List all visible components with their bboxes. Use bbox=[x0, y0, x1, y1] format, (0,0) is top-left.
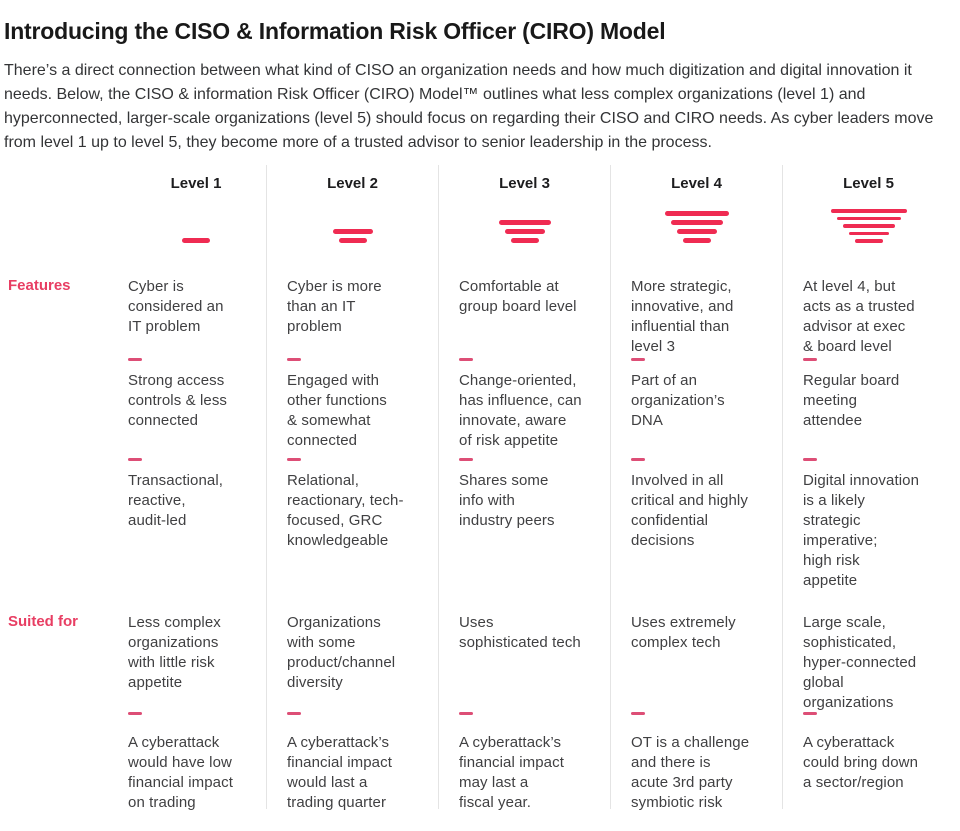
dash-separator bbox=[783, 357, 954, 371]
dash-icon bbox=[803, 712, 817, 715]
feature-item: Strong access controls & less connected bbox=[128, 372, 228, 429]
feature-item: Change-oriented, has influence, can inno… bbox=[459, 372, 582, 449]
dash-separator bbox=[439, 357, 610, 371]
dash-separator bbox=[611, 711, 782, 725]
dash-icon bbox=[459, 358, 473, 361]
feature-item: Cyber is considered an IT problem bbox=[128, 278, 224, 335]
suited-for-item: A cyberattack could bring down a sector/… bbox=[803, 734, 919, 791]
funnel-bar bbox=[182, 238, 210, 243]
dash-separator bbox=[126, 457, 266, 471]
feature-item: Comfortable at group board level bbox=[459, 278, 577, 315]
suited-for-item: Organizations with some product/channel … bbox=[287, 614, 396, 691]
dash-icon bbox=[287, 458, 301, 461]
feature-item: Cyber is more than an IT problem bbox=[287, 278, 382, 335]
funnel-icon bbox=[267, 209, 438, 265]
dash-separator bbox=[611, 457, 782, 471]
feature-item: Shares some info with industry peers bbox=[459, 472, 555, 529]
level-column-1: Level 1 Cyber is considered an IT problem… bbox=[126, 165, 266, 811]
dash-icon bbox=[459, 458, 473, 461]
suited-for-item: A cyberattack’s financial impact may las… bbox=[459, 734, 564, 811]
funnel-bar bbox=[854, 239, 883, 243]
feature-item: More strategic, innovative, and influent… bbox=[631, 278, 734, 355]
dash-icon bbox=[128, 458, 142, 461]
suited-for-item: Large scale, sophisticated, hyper-connec… bbox=[803, 614, 917, 711]
feature-item: Part of an organization’s DNA bbox=[631, 372, 725, 429]
feature-item: Relational, reactionary, tech- focused, … bbox=[287, 472, 404, 549]
dash-separator bbox=[267, 711, 438, 725]
funnel-icon bbox=[126, 209, 266, 265]
dash-separator bbox=[439, 457, 610, 471]
feature-item: Involved in all critical and highly conf… bbox=[631, 472, 748, 549]
level-header: Level 5 bbox=[843, 175, 894, 192]
dash-icon bbox=[631, 712, 645, 715]
suited-for-item: Less complex organizations with little r… bbox=[128, 614, 221, 691]
dash-icon bbox=[631, 458, 645, 461]
funnel-bar bbox=[682, 238, 711, 243]
dash-icon bbox=[803, 458, 817, 461]
suited-for-item: Uses sophisticated tech bbox=[459, 614, 581, 651]
level-column-5: Level 5 At level 4, but acts as a trusted… bbox=[782, 165, 954, 809]
page-title: Introducing the CISO & Information Risk … bbox=[4, 18, 666, 44]
funnel-bar bbox=[332, 229, 373, 234]
dash-icon bbox=[631, 358, 645, 361]
funnel-bar bbox=[830, 209, 907, 213]
feature-item: Transactional, reactive, audit-led bbox=[128, 472, 224, 529]
dash-separator bbox=[439, 711, 610, 725]
level-header: Level 2 bbox=[327, 175, 378, 192]
dash-separator bbox=[611, 357, 782, 371]
feature-item: Digital innovation is a likely strategic… bbox=[803, 472, 920, 589]
funnel-bar bbox=[338, 238, 367, 243]
feature-item: At level 4, but acts as a trusted adviso… bbox=[803, 278, 915, 355]
suited-for-item: A cyberattack would have low financial i… bbox=[128, 734, 233, 811]
level-column-3: Level 3 Comfortable at group board level C… bbox=[438, 165, 610, 811]
level-column-2: Level 2 Cyber is more than an IT problem E… bbox=[266, 165, 438, 811]
funnel-bar bbox=[670, 220, 723, 225]
feature-item: Engaged with other functions & somewhat … bbox=[287, 372, 387, 449]
level-column-4: Level 4 More strategic, innovative, and i… bbox=[610, 165, 782, 811]
dash-separator bbox=[267, 357, 438, 371]
funnel-icon bbox=[611, 209, 782, 265]
dash-separator bbox=[126, 711, 266, 725]
dash-icon bbox=[128, 358, 142, 361]
dash-icon bbox=[287, 358, 301, 361]
ciro-model-table: Features Suited for Level 1 Cyber is cons… bbox=[4, 165, 954, 811]
funnel-bar bbox=[836, 216, 901, 221]
level-header: Level 3 bbox=[499, 175, 550, 192]
dash-icon bbox=[128, 712, 142, 715]
funnel-icon bbox=[439, 209, 610, 265]
funnel-bar bbox=[504, 229, 545, 234]
dash-icon bbox=[287, 712, 301, 715]
dash-separator bbox=[783, 457, 954, 471]
dash-separator bbox=[783, 711, 954, 725]
suited-for-item: OT is a challenge and there is acute 3rd… bbox=[631, 734, 750, 811]
intro-paragraph: There’s a direct connection between what… bbox=[4, 62, 934, 151]
row-label-column: Features Suited for bbox=[4, 165, 126, 809]
funnel-bar bbox=[664, 211, 729, 216]
level-header: Level 4 bbox=[671, 175, 722, 192]
dash-separator bbox=[267, 457, 438, 471]
level-header: Level 1 bbox=[170, 175, 222, 192]
dash-icon bbox=[803, 358, 817, 361]
funnel-bar bbox=[676, 229, 717, 234]
funnel-icon bbox=[783, 209, 954, 265]
suited-for-item: A cyberattack’s financial impact would l… bbox=[287, 734, 392, 811]
funnel-bar bbox=[498, 220, 551, 225]
dash-icon bbox=[459, 712, 473, 715]
dash-separator bbox=[126, 357, 266, 371]
feature-item: Regular board meeting attendee bbox=[803, 372, 900, 429]
funnel-bar bbox=[510, 238, 539, 243]
suited-for-item: Uses extremely complex tech bbox=[631, 614, 736, 651]
features-row-label: Features bbox=[8, 277, 71, 294]
funnel-bar bbox=[842, 224, 895, 228]
suited-for-row-label: Suited for bbox=[8, 613, 78, 630]
funnel-bar bbox=[848, 231, 889, 236]
